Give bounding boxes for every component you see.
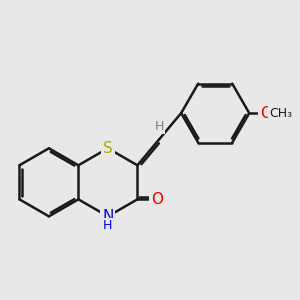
Text: O: O (151, 192, 163, 207)
Text: O: O (260, 106, 272, 121)
Text: S: S (103, 141, 113, 156)
Text: H: H (154, 120, 164, 133)
Text: N: N (102, 209, 114, 224)
Text: H: H (103, 219, 112, 232)
Text: CH₃: CH₃ (269, 106, 292, 120)
